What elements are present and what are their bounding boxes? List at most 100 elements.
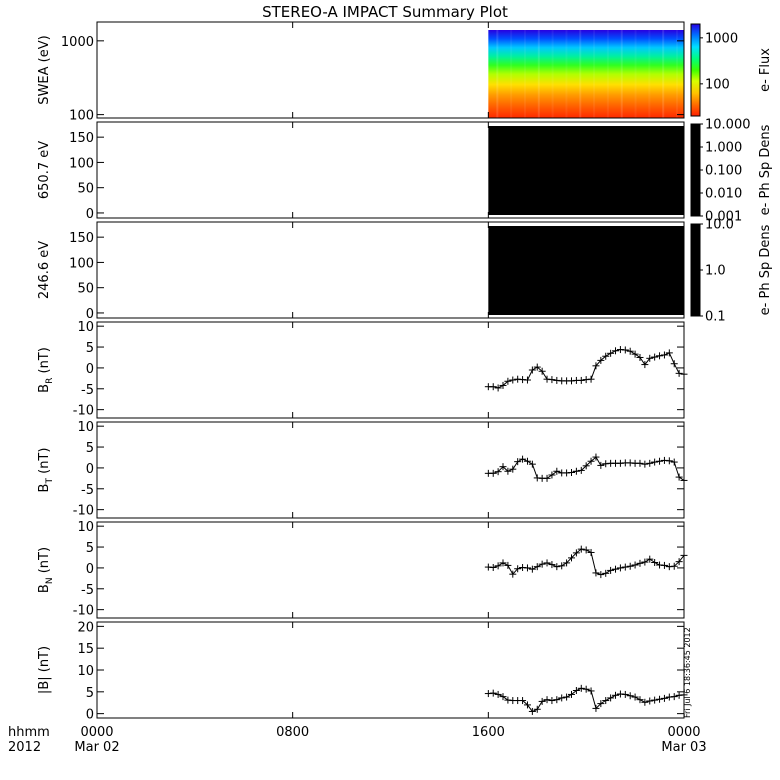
pad_650-ytick-label: 100: [69, 156, 94, 171]
pad_650-colorbar-label: 0.001: [705, 210, 742, 225]
swea-streak: [510, 30, 513, 118]
bn-point: [523, 564, 531, 572]
swea-spectrogram: [488, 30, 684, 118]
pad_650-colorbar-label: 1.000: [705, 141, 742, 156]
bt-point: [641, 460, 649, 468]
pad_650-colorbar: [690, 123, 701, 217]
bmag-point: [646, 697, 654, 705]
bn-point: [646, 555, 654, 563]
bmag-ylabel: |B| (nT): [37, 646, 52, 694]
bn-point: [607, 566, 615, 574]
bt-ytick-label: 5: [86, 441, 94, 456]
swea-colorbar-label: 100: [705, 77, 730, 92]
bt-point: [523, 457, 531, 465]
br-point: [523, 376, 531, 384]
xtick-label-0: 0000: [80, 725, 113, 740]
bn-point: [626, 562, 634, 570]
bn-point: [616, 564, 624, 572]
bn-point: [641, 558, 649, 566]
bn-point: [631, 561, 639, 569]
bn-point: [543, 559, 551, 567]
swea-streak: [676, 30, 678, 118]
bmag-point: [626, 692, 634, 700]
pad_650-colorbar-label: 10.000: [705, 118, 751, 133]
pad_246-colorbar-label: 10.0: [705, 218, 734, 233]
bt-point: [646, 459, 654, 467]
bt-ylabel: BT (nT): [37, 448, 55, 493]
pad_246-ytick-label: 100: [69, 256, 94, 271]
bn-point: [670, 562, 678, 570]
br-point: [607, 349, 615, 357]
bt-point: [651, 458, 659, 466]
pad_650-spectrogram: [488, 126, 684, 215]
pad_650-ylabel: 650.7 eV: [37, 141, 52, 199]
bn-point: [538, 560, 546, 568]
pad_650-colorbar-label: 0.010: [705, 187, 742, 202]
br-frame: [96, 321, 685, 419]
bt-point: [656, 457, 664, 465]
bn-point: [621, 563, 629, 571]
pad_246-colorbar-label: 1.0: [705, 264, 726, 279]
bmag-ytick-label: 20: [77, 620, 94, 635]
bmag-point: [572, 687, 580, 695]
swea-ylabel: SWEA (eV): [37, 35, 52, 104]
bmag-point: [592, 704, 600, 712]
bmag-point: [587, 687, 595, 695]
panel-pad_246: 0 50 100 150 246.6 eV 0.1 1.0 10.0 e- Ph Sp Dens: [37, 218, 773, 325]
br-point: [577, 376, 585, 384]
bn-ytick-label: 5: [86, 541, 94, 556]
bt-point: [636, 459, 644, 467]
bmag-point: [641, 698, 649, 706]
bmag-point: [558, 694, 566, 702]
br-point: [675, 369, 683, 377]
br-point: [538, 367, 546, 375]
swea-streak: [606, 30, 609, 118]
pad_650-ytick-label: 150: [69, 131, 94, 146]
pad_246-ytick-label: 0: [86, 307, 94, 322]
swea-streak: [648, 30, 651, 118]
pad_246-frame: [96, 221, 685, 319]
bt-point: [592, 453, 600, 461]
bt-point: [543, 474, 551, 482]
swea-streak: [634, 30, 637, 118]
bn-point: [587, 548, 595, 556]
bt-point: [499, 463, 507, 471]
bt-ytick-label: 10: [77, 420, 94, 435]
bn-ytick-label: -5: [81, 583, 94, 598]
br-point: [592, 362, 600, 370]
br-point: [626, 347, 634, 355]
xtick-label-24: 0000: [667, 725, 700, 740]
x-label-year: 2012: [8, 740, 41, 755]
swea-streak: [662, 30, 665, 118]
br-point: [548, 376, 556, 384]
bn-point: [567, 554, 575, 562]
swea-streak: [551, 30, 554, 118]
bt-point: [553, 467, 561, 475]
br-point: [533, 363, 541, 371]
br-point: [489, 383, 497, 391]
bmag-point: [651, 696, 659, 704]
plot-title: STEREO-A IMPACT Summary Plot: [262, 3, 508, 21]
bt-point: [528, 460, 536, 468]
bn-point: [499, 559, 507, 567]
bn-point: [577, 545, 585, 553]
bt-point: [572, 467, 580, 475]
br-point: [670, 360, 678, 368]
xtick-label-16: 1600: [472, 725, 505, 740]
swea-streak: [496, 30, 499, 118]
br-point: [656, 352, 664, 360]
br-ytick-label: 5: [86, 341, 94, 356]
bmag-ytick-label: 10: [77, 664, 94, 679]
bn-point: [509, 570, 517, 578]
bn-ytick-label: 10: [77, 520, 94, 535]
bn-point: [563, 559, 571, 567]
bn-point: [489, 563, 497, 571]
bmag-point: [499, 693, 507, 701]
br-point: [528, 366, 536, 374]
swea-colorbar-title: e- Flux: [758, 48, 773, 92]
br-point: [646, 354, 654, 362]
pad_246-ytick-label: 50: [77, 282, 94, 297]
bmag-point: [494, 690, 502, 698]
bt-point: [567, 469, 575, 477]
swea-streak: [579, 30, 582, 118]
